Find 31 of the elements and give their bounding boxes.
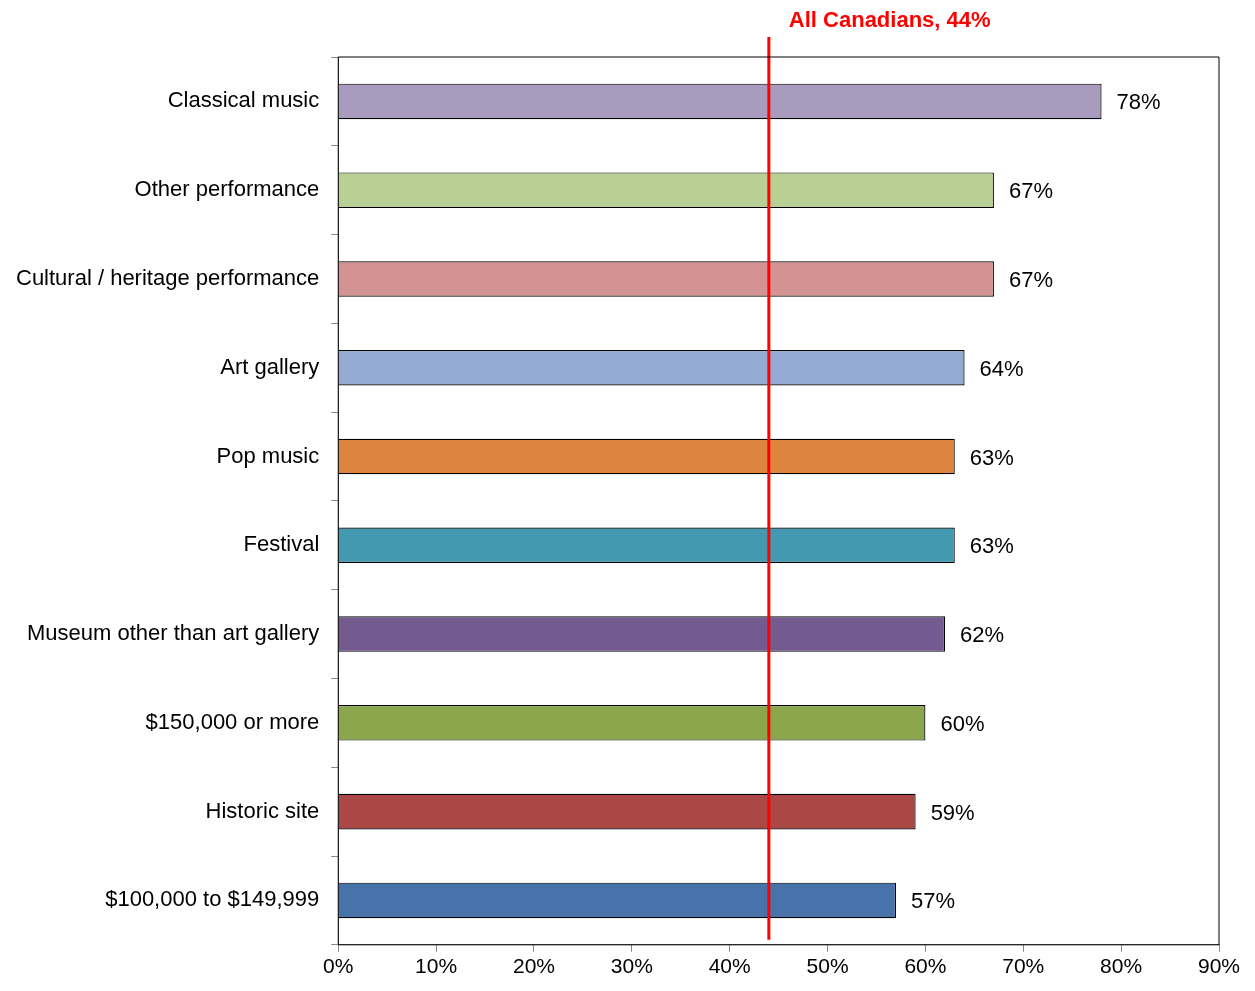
y-tick-label: Art gallery (220, 353, 320, 379)
y-tick-label: $150,000 or more (145, 708, 320, 734)
data-label: 63% (969, 533, 1014, 559)
data-label: 67% (1008, 267, 1053, 293)
y-tick-label: Other performance (134, 176, 320, 202)
data-label: 62% (959, 622, 1005, 648)
y-tick-label: $100,000 to $149,999 (105, 886, 320, 912)
y-tick-label: Cultural / heritage performance (16, 265, 320, 291)
ref-line-label: All Canadians, 44% (788, 7, 991, 33)
y-tick-label: Historic site (205, 797, 320, 823)
x-tick-label: 40% (708, 954, 751, 978)
data-label: 63% (969, 444, 1014, 470)
data-label: 67% (1008, 178, 1053, 204)
data-label: 78% (1116, 89, 1161, 115)
y-tick-label: Museum other than art gallery (27, 620, 320, 646)
data-label: 57% (911, 888, 956, 914)
data-label: 59% (930, 799, 975, 825)
data-label: 64% (979, 355, 1024, 381)
x-tick-label: 60% (904, 954, 947, 978)
x-tick-label: 0% (323, 954, 354, 978)
y-tick-label: Festival (243, 531, 320, 557)
x-tick-label: 10% (415, 954, 458, 978)
x-tick-label: 80% (1100, 954, 1143, 978)
y-tick-label: Pop music (216, 442, 320, 468)
x-tick-label: 50% (806, 954, 849, 978)
x-tick-label: 20% (512, 954, 555, 978)
data-label: 60% (940, 710, 985, 736)
x-tick-label: 70% (1002, 954, 1045, 978)
x-tick-label: 30% (610, 954, 653, 978)
x-tick-label: 90% (1197, 954, 1241, 978)
y-tick-label: Classical music (167, 87, 320, 113)
